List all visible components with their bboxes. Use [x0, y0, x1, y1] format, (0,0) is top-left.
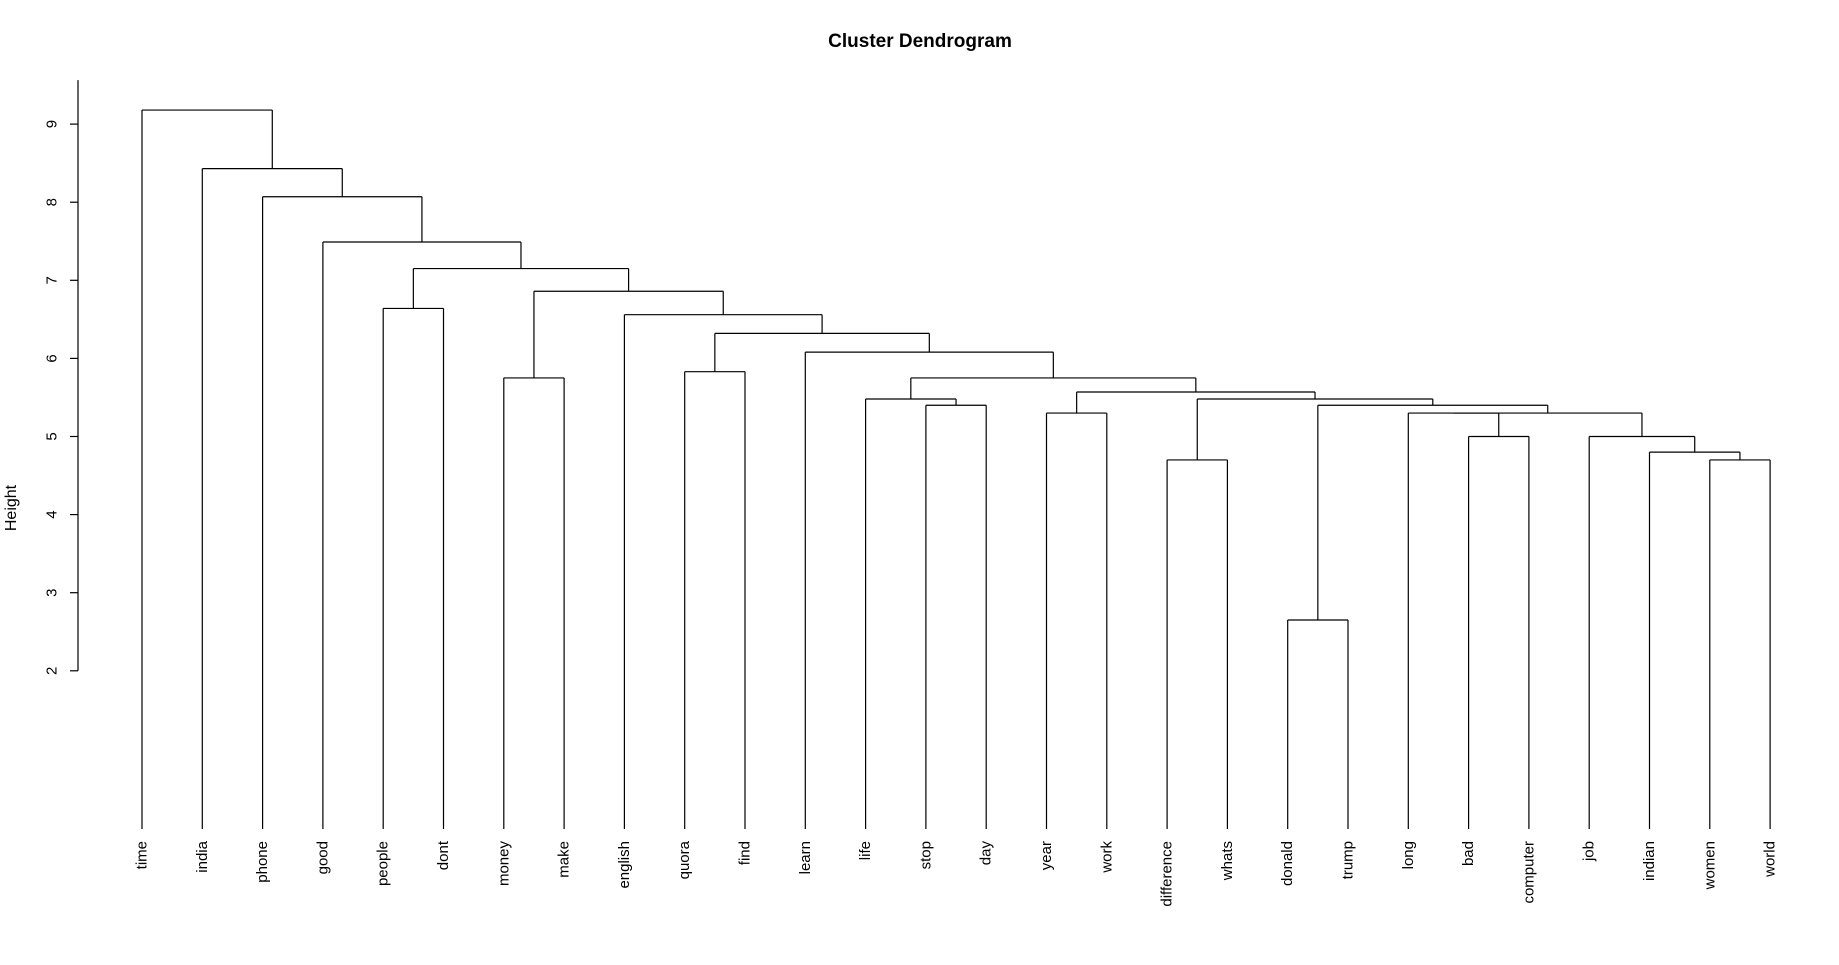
- chart-title: Cluster Dendrogram: [828, 31, 1012, 52]
- leaf-label: money: [495, 841, 512, 887]
- leaf-label: english: [616, 841, 633, 889]
- leaf-label: year: [1038, 841, 1055, 870]
- leaf-label: women: [1701, 841, 1718, 890]
- leaf-label: donald: [1279, 841, 1296, 886]
- leaf-label: life: [857, 841, 874, 860]
- leaf-label: indian: [1641, 841, 1658, 881]
- leaf-labels: time india phone good people dont money make eng…: [134, 840, 1779, 906]
- leaf-label: quora: [676, 840, 693, 879]
- leaf-label: long: [1400, 841, 1417, 869]
- leaf-label: day: [978, 841, 995, 866]
- leaf-label: india: [194, 840, 211, 872]
- y-tick-label: 9: [44, 120, 61, 128]
- y-tick-label: 2: [44, 667, 61, 675]
- leaf-label: good: [314, 841, 331, 874]
- y-tick-label: 3: [44, 589, 61, 597]
- dendrogram-tree: [141, 109, 1771, 829]
- leaf-label: trump: [1340, 841, 1357, 879]
- y-axis-label: Height: [3, 484, 20, 531]
- leaf-label: learn: [797, 841, 814, 874]
- leaf-label: make: [556, 841, 573, 878]
- leaf-label: time: [134, 841, 151, 869]
- leaf-label: computer: [1520, 841, 1537, 904]
- leaf-label: dont: [435, 840, 452, 870]
- y-tick-label: 8: [44, 198, 61, 206]
- leaf-label: stop: [917, 841, 934, 869]
- y-tick-label: 4: [44, 510, 61, 518]
- leaf-label: find: [737, 841, 754, 865]
- y-tick-label: 5: [44, 432, 61, 440]
- leaf-label: bad: [1460, 841, 1477, 866]
- leaf-label: phone: [254, 841, 271, 883]
- y-tick-label: 7: [44, 276, 61, 284]
- y-tick-label: 6: [44, 354, 61, 362]
- leaf-label: whats: [1219, 841, 1236, 881]
- leaf-label: people: [375, 841, 392, 886]
- leaf-label: difference: [1159, 841, 1176, 907]
- leaf-label: job: [1581, 841, 1598, 862]
- leaf-label: work: [1098, 841, 1115, 874]
- y-axis: 2 3 4 5 6 7 8 9: [44, 80, 79, 675]
- leaf-label: world: [1762, 841, 1779, 878]
